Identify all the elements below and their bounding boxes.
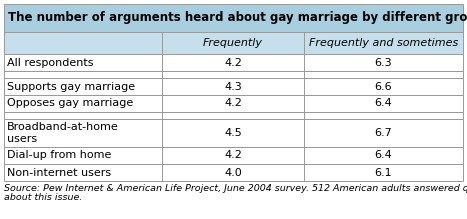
Bar: [4, 95, 463, 112]
Text: Frequently: Frequently: [203, 38, 263, 48]
Text: 6.4: 6.4: [375, 99, 392, 108]
Text: Source: Pew Internet & American Life Project, June 2004 survey. 512 American adu: Source: Pew Internet & American Life Pro…: [4, 184, 467, 193]
Bar: [4, 112, 463, 119]
Text: 6.4: 6.4: [375, 150, 392, 161]
Text: Broadband-at-home
users: Broadband-at-home users: [7, 122, 119, 144]
Text: Frequently and sometimes: Frequently and sometimes: [309, 38, 458, 48]
Text: Supports gay marriage: Supports gay marriage: [7, 81, 135, 92]
Bar: [4, 164, 463, 181]
Text: The number of arguments heard about gay marriage by different groups...: The number of arguments heard about gay …: [8, 12, 467, 25]
Text: All respondents: All respondents: [7, 58, 93, 67]
Bar: [4, 4, 463, 32]
Bar: [4, 32, 463, 54]
Text: 6.3: 6.3: [375, 58, 392, 67]
Text: Dial-up from home: Dial-up from home: [7, 150, 111, 161]
Bar: [4, 119, 463, 147]
Bar: [4, 147, 463, 164]
Text: 4.2: 4.2: [224, 58, 242, 67]
Text: 4.2: 4.2: [224, 99, 242, 108]
Text: Non-internet users: Non-internet users: [7, 168, 111, 178]
Text: 4.0: 4.0: [224, 168, 242, 178]
Bar: [4, 78, 463, 95]
Bar: [4, 71, 463, 78]
Text: 4.5: 4.5: [224, 128, 242, 138]
Text: 6.1: 6.1: [375, 168, 392, 178]
Bar: [4, 54, 463, 71]
Text: 6.7: 6.7: [375, 128, 392, 138]
Text: Opposes gay marriage: Opposes gay marriage: [7, 99, 133, 108]
Text: about this issue.: about this issue.: [4, 193, 82, 202]
Text: 4.3: 4.3: [224, 81, 242, 92]
Text: 4.2: 4.2: [224, 150, 242, 161]
Text: 6.6: 6.6: [375, 81, 392, 92]
